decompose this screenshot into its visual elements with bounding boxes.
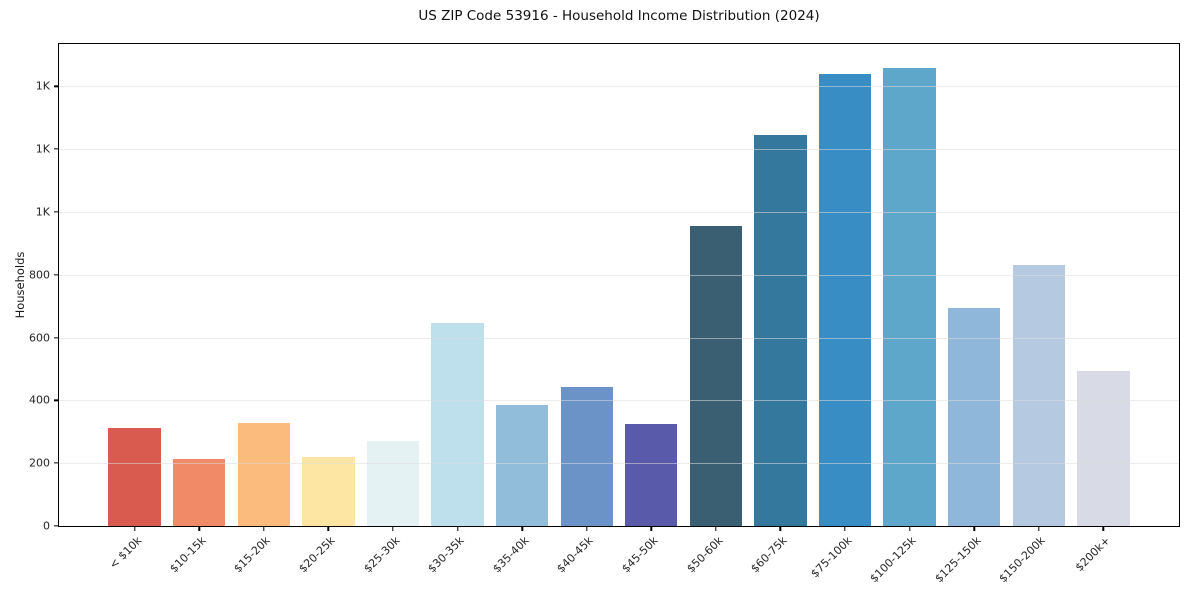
bars-container: < $10k $10-15k $15-20k $20-25k $25-30k $30-35… [59, 44, 1179, 585]
x-tick-mark [715, 526, 717, 531]
x-tick-label: $10-15k [167, 534, 209, 576]
x-tick-label: $20-25k [296, 534, 338, 576]
x-tick-mark [844, 526, 846, 531]
bar [818, 73, 872, 526]
bar [237, 422, 291, 526]
plot-area: < $10k $10-15k $15-20k $20-25k $25-30k $30-35… [29, 43, 1180, 585]
bar [431, 322, 484, 526]
bar-slot: $75-100k [808, 44, 872, 580]
bar-slot: $125-150k [932, 44, 1001, 585]
x-tick-label: $35-40k [490, 534, 532, 576]
x-tick-mark [133, 526, 136, 531]
bar-slot: $15-20k [232, 44, 291, 575]
bar-slot: $20-25k [296, 44, 355, 575]
x-tick-mark [586, 526, 588, 531]
bar [560, 387, 613, 526]
bar [754, 135, 807, 526]
x-tick-mark [198, 526, 200, 531]
bar-slot: $35-40k [490, 44, 549, 575]
x-tick-label: $15-20k [231, 534, 274, 576]
y-tick-mark [54, 462, 59, 464]
bar-slot: $50-60k [684, 44, 743, 575]
y-tick-label: 800 [29, 268, 50, 282]
y-tick-mark [54, 399, 59, 402]
bar [625, 423, 678, 526]
x-tick-label: $25-30k [360, 534, 403, 576]
x-tick-mark [973, 526, 975, 531]
y-tick-label: 1K [35, 79, 50, 93]
x-tick-label: $150-200k [996, 534, 1048, 586]
bar [302, 456, 355, 526]
bar [1012, 265, 1065, 526]
x-tick-mark [392, 526, 394, 531]
x-tick-mark [1038, 526, 1040, 531]
x-tick-mark [779, 526, 782, 531]
y-tick-label: 600 [29, 331, 50, 345]
x-tick-label: $30-35k [425, 534, 467, 576]
x-tick-label: $125-150k [932, 534, 984, 586]
y-tick-label: 1K [35, 142, 50, 156]
x-tick-label: $50-60k [683, 534, 726, 576]
x-tick-mark [1102, 526, 1105, 531]
bar [689, 225, 743, 526]
y-tick-label: 400 [29, 393, 50, 407]
bar [366, 440, 420, 526]
bar-slot: $30-35k [425, 44, 484, 575]
y-tick-label: 0 [43, 519, 50, 533]
y-tick-mark [54, 148, 59, 150]
y-tick-mark [54, 336, 59, 339]
bar-slot: $45-50k [619, 44, 678, 575]
bar-slot: $25-30k [361, 44, 420, 575]
bar [1077, 371, 1130, 526]
x-tick-label: $100-125k [867, 534, 919, 586]
x-tick-mark [263, 526, 265, 531]
y-tick-label: 200 [29, 456, 50, 470]
bar-slot: $150-200k [997, 44, 1065, 585]
y-tick-mark [54, 525, 59, 527]
bar [883, 67, 936, 526]
bar-slot: $40-45k [555, 44, 613, 575]
x-tick-mark [521, 526, 523, 531]
bar-slot: $200k+ [1073, 44, 1130, 574]
bar-slot: $10-15k [167, 44, 226, 575]
x-tick-mark [908, 526, 911, 531]
y-tick-mark [54, 211, 59, 213]
y-tick-mark [54, 274, 59, 276]
y-tick-label: 1K [35, 205, 50, 219]
x-tick-label: $60-75k [748, 534, 790, 576]
bar-slot: $60-75k [748, 44, 807, 575]
x-tick-label: $45-50k [619, 534, 661, 576]
bar-slot: $100-125k [868, 44, 936, 585]
chart-title: US ZIP Code 53916 - Household Income Dis… [418, 8, 820, 24]
bar [108, 427, 161, 526]
x-tick-label: $200k+ [1072, 534, 1113, 575]
x-tick-mark [456, 526, 459, 531]
bar [495, 405, 549, 526]
x-tick-label: $75-100k [808, 534, 855, 581]
x-tick-mark [650, 526, 652, 531]
x-tick-label: < $10k [106, 534, 144, 572]
y-tick-mark [54, 85, 59, 88]
x-tick-mark [327, 526, 330, 531]
x-tick-label: $40-45k [554, 534, 596, 576]
bar [173, 458, 226, 526]
bar [947, 307, 1001, 526]
bar-slot: < $10k [106, 44, 161, 572]
y-axis-label: Households [13, 251, 27, 319]
